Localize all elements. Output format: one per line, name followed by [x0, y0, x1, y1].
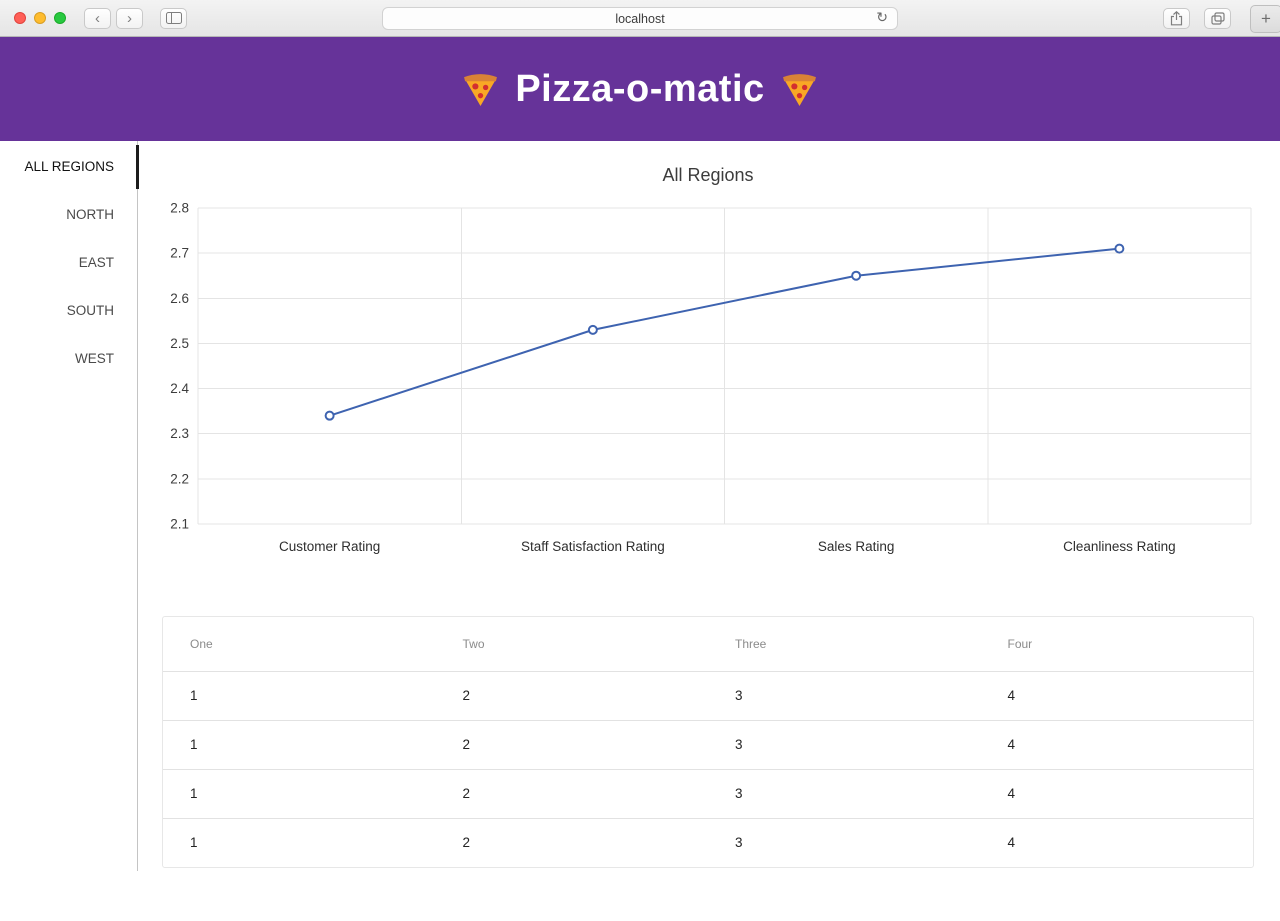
svg-text:2.6: 2.6	[170, 291, 189, 306]
region-sidebar: ALL REGIONS NORTH EAST SOUTH WEST	[0, 141, 139, 871]
svg-text:2.5: 2.5	[170, 336, 189, 351]
sidebar-item-west[interactable]: WEST	[75, 351, 114, 366]
table-cell: 1	[163, 719, 436, 769]
table-cell: 3	[708, 719, 981, 769]
svg-text:2.2: 2.2	[170, 471, 189, 486]
zoom-window-button[interactable]	[54, 12, 66, 24]
ratings-table-card: One Two Three Four 1 2 3 4	[162, 616, 1254, 868]
svg-text:Customer Rating: Customer Rating	[279, 539, 380, 554]
pizza-icon	[781, 71, 818, 108]
table-row: 1 2 3 4	[163, 719, 1253, 769]
table-cell: 1	[163, 670, 436, 720]
address-bar[interactable]: localhost ↻	[382, 7, 898, 30]
column-header-three: Three	[735, 636, 767, 651]
app-body: ALL REGIONS NORTH EAST SOUTH WEST All Re…	[0, 141, 1280, 871]
back-button[interactable]: ‹	[84, 7, 111, 29]
main-content: All Regions 2.1 2.2 2.3 2.4 2.5 2.6 2.7 2.8 Cust…	[138, 141, 1280, 871]
table-cell: 1	[163, 768, 436, 818]
table-cell: 2	[435, 768, 708, 818]
forward-button[interactable]: ›	[116, 7, 143, 29]
pizza-icon	[462, 71, 499, 108]
table-cell: 3	[708, 768, 981, 818]
tabs-icon	[1210, 12, 1225, 25]
svg-text:2.3: 2.3	[170, 426, 189, 441]
sidebar-item-all-regions[interactable]: ALL REGIONS	[0, 143, 139, 191]
svg-text:Sales Rating: Sales Rating	[818, 539, 895, 554]
new-tab-button[interactable]: +	[1250, 5, 1280, 33]
minimize-window-button[interactable]	[34, 12, 46, 24]
svg-text:2.8: 2.8	[170, 201, 189, 216]
table-row: 1 2 3 4	[163, 768, 1253, 818]
table-cell: 4	[980, 719, 1253, 769]
sidebar-item-north[interactable]: NORTH	[66, 207, 114, 222]
table-cell: 1	[163, 817, 436, 867]
share-icon	[1170, 11, 1183, 26]
table-header-row: One Two Three Four	[163, 617, 1253, 671]
table-cell: 4	[980, 817, 1253, 867]
share-button[interactable]	[1163, 8, 1190, 29]
toolbar-right-controls	[1163, 8, 1236, 29]
table-cell: 2	[435, 670, 708, 720]
window-controls	[14, 12, 66, 24]
table-cell: 3	[708, 670, 981, 720]
column-header-two: Two	[462, 636, 485, 651]
url-text: localhost	[615, 11, 665, 26]
table-cell: 4	[980, 670, 1253, 720]
browser-toolbar: ‹ › localhost ↻	[0, 0, 1280, 37]
table-row: 1 2 3 4	[163, 817, 1253, 867]
sidebar-item-south[interactable]: SOUTH	[66, 303, 114, 318]
app-header: Pizza-o-matic	[0, 37, 1280, 141]
svg-text:Staff Satisfaction Rating: Staff Satisfaction Rating	[521, 539, 665, 554]
svg-text:2.7: 2.7	[170, 246, 189, 261]
table-cell: 2	[435, 817, 708, 867]
svg-text:2.4: 2.4	[170, 381, 189, 396]
app-title: Pizza-o-matic	[515, 67, 765, 110]
column-header-four: Four	[1007, 636, 1033, 651]
ratings-table: One Two Three Four 1 2 3 4	[163, 617, 1253, 867]
table-cell: 2	[435, 719, 708, 769]
table-cell: 4	[980, 768, 1253, 818]
ratings-line-chart: 2.1 2.2 2.3 2.4 2.5 2.6 2.7 2.8 Customer Rating S…	[170, 201, 1252, 554]
svg-text:2.1: 2.1	[170, 517, 189, 532]
reload-icon[interactable]: ↻	[876, 9, 888, 25]
sidebar-toggle-button[interactable]	[160, 7, 187, 29]
svg-text:Cleanliness Rating: Cleanliness Rating	[1063, 539, 1176, 554]
sidebar-icon	[165, 12, 182, 24]
close-window-button[interactable]	[14, 12, 26, 24]
table-row: 1 2 3 4	[163, 670, 1253, 720]
column-header-one: One	[190, 636, 213, 651]
table-cell: 3	[708, 817, 981, 867]
tab-overview-button[interactable]	[1204, 8, 1231, 29]
chart-title: All Regions	[662, 165, 754, 185]
sidebar-item-east[interactable]: EAST	[78, 255, 114, 270]
